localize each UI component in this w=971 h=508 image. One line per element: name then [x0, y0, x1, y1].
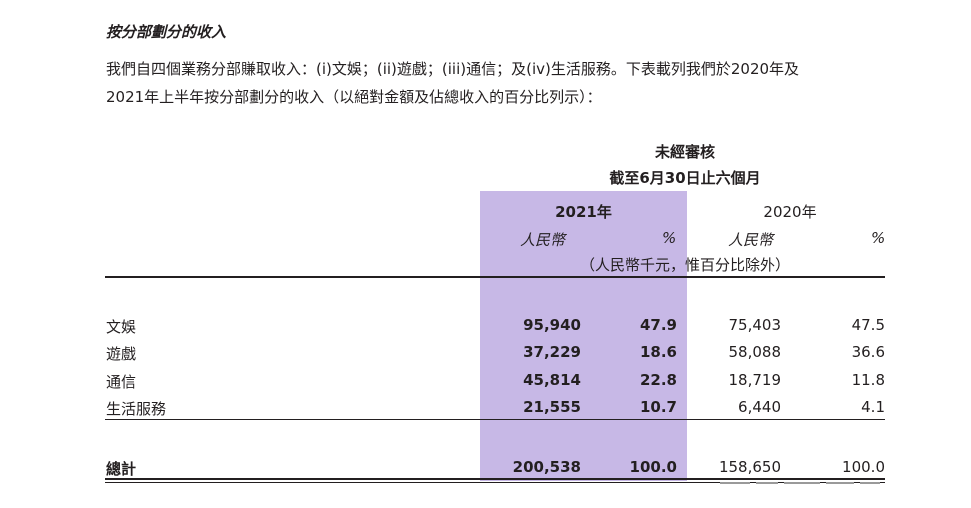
rmb-2020: 75,403 [728, 316, 782, 334]
total-rule-bottom [105, 482, 885, 483]
watermark [720, 477, 890, 489]
header-currency-2020: 人民幣 [728, 231, 774, 249]
unit-note: （人民幣千元，惟百分比除外） [579, 256, 790, 274]
total-rmb-2020: 158,650 [718, 458, 781, 476]
pct-2021: 47.9 [639, 316, 677, 334]
rmb-2021: 37,229 [523, 343, 581, 361]
total-pct-2020: 100.0 [842, 458, 885, 476]
header-rule [105, 276, 885, 278]
total-pct-2021: 100.0 [629, 458, 677, 476]
rmb-2021: 95,940 [523, 316, 581, 334]
pct-2021: 22.8 [639, 371, 677, 389]
pct-2020: 11.8 [851, 371, 885, 389]
intro-line-1: 我們自四個業務分部賺取收入：(i)文娛；(ii)遊戲；(iii)通信；及(iv)… [106, 60, 800, 78]
row-label: 文娛 [106, 318, 137, 336]
pct-2020: 47.5 [851, 316, 885, 334]
pct-2020: 36.6 [851, 343, 885, 361]
header-percent-2020: % [871, 229, 886, 247]
row-label: 遊戲 [106, 345, 137, 363]
pct-2021: 18.6 [639, 343, 677, 361]
table-row: 文娛 95,940 47.9 75,403 47.5 [0, 316, 971, 340]
table-row: 遊戲 37,229 18.6 58,088 36.6 [0, 343, 971, 367]
header-currency-2021: 人民幣 [520, 231, 566, 249]
header-period: 截至6月30日止六個月 [609, 169, 761, 187]
intro-line-2: 2021年上半年按分部劃分的收入（以絕對金額及佔總收入的百分比列示）： [106, 88, 602, 106]
table-row: 通信 45,814 22.8 18,719 11.8 [0, 371, 971, 395]
row-label: 通信 [106, 373, 137, 391]
header-year-2021: 2021年 [555, 203, 612, 221]
table-row: 生活服務 21,555 10.7 6,440 4.1 [0, 398, 971, 422]
total-label: 總計 [106, 460, 137, 478]
rmb-2020: 6,440 [738, 398, 781, 416]
header-unaudited: 未經審核 [654, 143, 715, 161]
header-year-2020: 2020年 [763, 203, 817, 221]
total-rule-top [105, 478, 885, 480]
rmb-2021: 45,814 [523, 371, 581, 389]
header-percent-2021: % [662, 229, 677, 247]
highlight-2021-column [480, 191, 687, 481]
pct-2021: 10.7 [639, 398, 677, 416]
total-row: 總計 200,538 100.0 158,650 100.0 [0, 458, 971, 482]
total-rmb-2021: 200,538 [512, 458, 581, 476]
pct-2020: 4.1 [861, 398, 885, 416]
rmb-2020: 18,719 [728, 371, 782, 389]
subtotal-rule [105, 419, 885, 420]
rmb-2020: 58,088 [728, 343, 782, 361]
row-label: 生活服務 [106, 400, 167, 418]
section-title: 按分部劃分的收入 [106, 23, 227, 41]
rmb-2021: 21,555 [523, 398, 581, 416]
